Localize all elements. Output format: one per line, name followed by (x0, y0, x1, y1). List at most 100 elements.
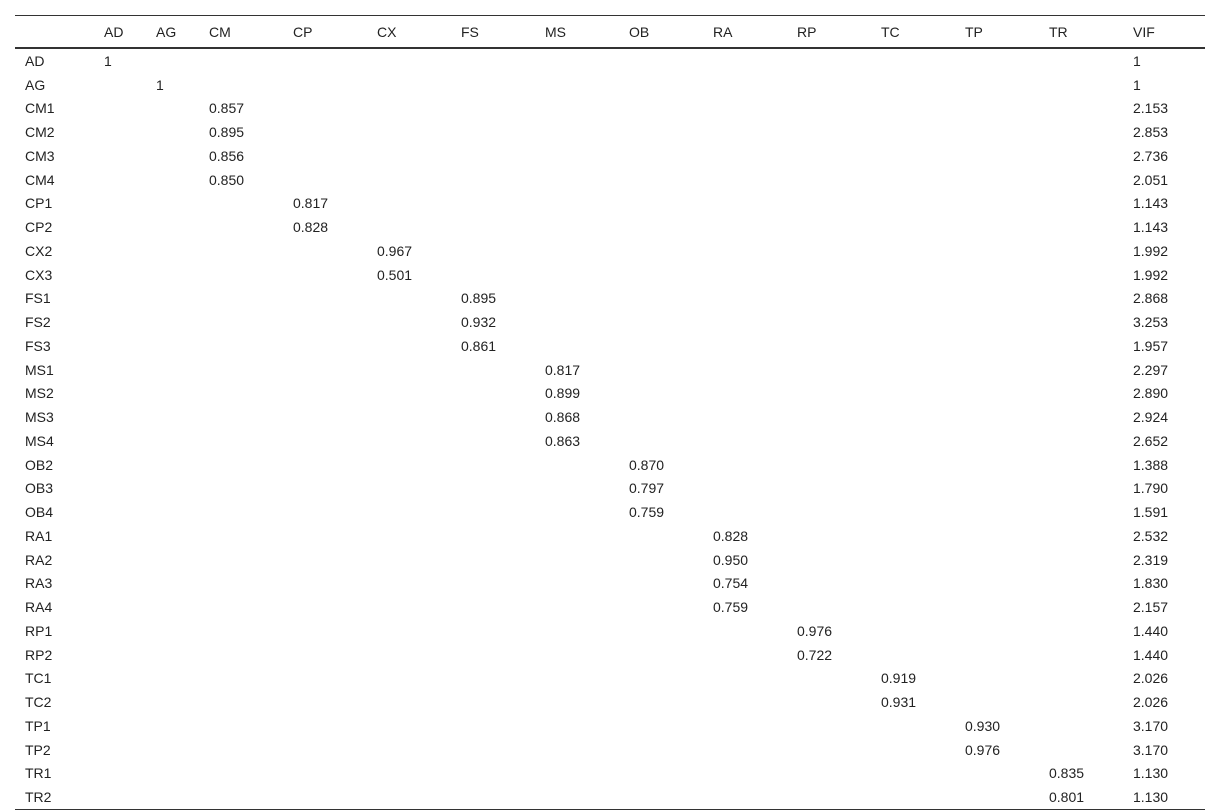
table-cell (703, 263, 787, 287)
table-cell (283, 572, 367, 596)
table-cell (955, 97, 1039, 121)
table-cell (619, 192, 703, 216)
row-label: CM1 (25, 100, 55, 117)
table-cell (146, 738, 199, 762)
table-cell (283, 310, 367, 334)
table-cell (199, 714, 283, 738)
row-label: CX2 (25, 242, 53, 259)
table-cell (871, 239, 955, 263)
table-cell (283, 714, 367, 738)
table-cell (146, 287, 199, 311)
table-cell (619, 358, 703, 382)
table-cell (955, 405, 1039, 429)
table-cell (283, 120, 367, 144)
table-cell (1039, 738, 1123, 762)
table-cell (535, 524, 619, 548)
table-cell (703, 690, 787, 714)
table-cell (871, 73, 955, 97)
table-cell: 2.051 (1133, 171, 1169, 188)
table-cell (94, 714, 146, 738)
table-cell (146, 619, 199, 643)
table-cell (871, 144, 955, 168)
table-cell (619, 548, 703, 572)
table-cell (94, 358, 146, 382)
table-row: AD 1 1 (15, 48, 1205, 73)
table-cell: 2.297 (1133, 361, 1169, 378)
table-cell: 2.890 (1133, 385, 1169, 402)
table-row: TP1 0.930 3.170 (15, 714, 1205, 738)
table-cell (283, 73, 367, 97)
table-cell (94, 738, 146, 762)
table-cell (787, 48, 871, 73)
table-row: CM3 0.856 2.736 (15, 144, 1205, 168)
table-cell (367, 643, 451, 667)
table-row: AG 1 1 (15, 73, 1205, 97)
table-cell (619, 310, 703, 334)
row-label: RP1 (25, 622, 53, 639)
table-cell (619, 144, 703, 168)
table-cell (535, 192, 619, 216)
table-cell (94, 477, 146, 501)
table-cell (955, 548, 1039, 572)
table-cell (94, 97, 146, 121)
table-cell (787, 144, 871, 168)
table-cell (1039, 714, 1123, 738)
table-cell (1039, 48, 1123, 73)
table-cell: 0.501 (377, 266, 413, 283)
table-row: CM1 0.857 2.153 (15, 97, 1205, 121)
table-cell (283, 738, 367, 762)
table-row: CM2 0.895 2.853 (15, 120, 1205, 144)
header-cell: CX (367, 15, 451, 49)
table-cell (94, 500, 146, 524)
table-cell (199, 429, 283, 453)
table-cell (955, 144, 1039, 168)
table-cell (955, 429, 1039, 453)
table-cell (703, 714, 787, 738)
table-cell (94, 334, 146, 358)
row-label: TP1 (25, 717, 51, 734)
table-cell (367, 73, 451, 97)
table-cell (703, 429, 787, 453)
table-cell (955, 120, 1039, 144)
table-cell (367, 524, 451, 548)
table-cell (451, 48, 535, 73)
table-cell (283, 168, 367, 192)
table-cell (871, 310, 955, 334)
table-cell: 0.863 (545, 432, 581, 449)
table-cell (94, 643, 146, 667)
row-label: OB2 (25, 456, 54, 473)
table-cell: 2.652 (1133, 432, 1169, 449)
table-cell (619, 595, 703, 619)
table-row: TR1 0.835 1.130 (15, 762, 1205, 786)
table-cell: 0.817 (293, 195, 329, 212)
table-cell (1039, 572, 1123, 596)
table-container: AD AG CM CP CX FS MS OB RA RP TC TP TR VIF AD 1 1 AG 1 1 CM… (15, 15, 1205, 810)
table-cell (787, 690, 871, 714)
table-cell (367, 548, 451, 572)
table-cell (367, 287, 451, 311)
header-cell: RA (703, 15, 787, 49)
header-cell: OB (619, 15, 703, 49)
table-cell (94, 429, 146, 453)
table-cell (535, 120, 619, 144)
table-cell (94, 667, 146, 691)
table-cell (199, 500, 283, 524)
table-cell: 0.828 (713, 527, 749, 544)
table-cell (283, 144, 367, 168)
table-cell (535, 73, 619, 97)
table-cell (367, 453, 451, 477)
table-cell (199, 619, 283, 643)
table-cell (199, 287, 283, 311)
table-cell (451, 429, 535, 453)
table-row: TP2 0.976 3.170 (15, 738, 1205, 762)
table-cell (1039, 500, 1123, 524)
table-cell (787, 358, 871, 382)
table-cell (1039, 595, 1123, 619)
table-cell (955, 595, 1039, 619)
table-cell (283, 287, 367, 311)
table-cell (1039, 524, 1123, 548)
table-cell (535, 762, 619, 786)
table-cell (703, 500, 787, 524)
table-cell (535, 215, 619, 239)
table-cell (451, 572, 535, 596)
